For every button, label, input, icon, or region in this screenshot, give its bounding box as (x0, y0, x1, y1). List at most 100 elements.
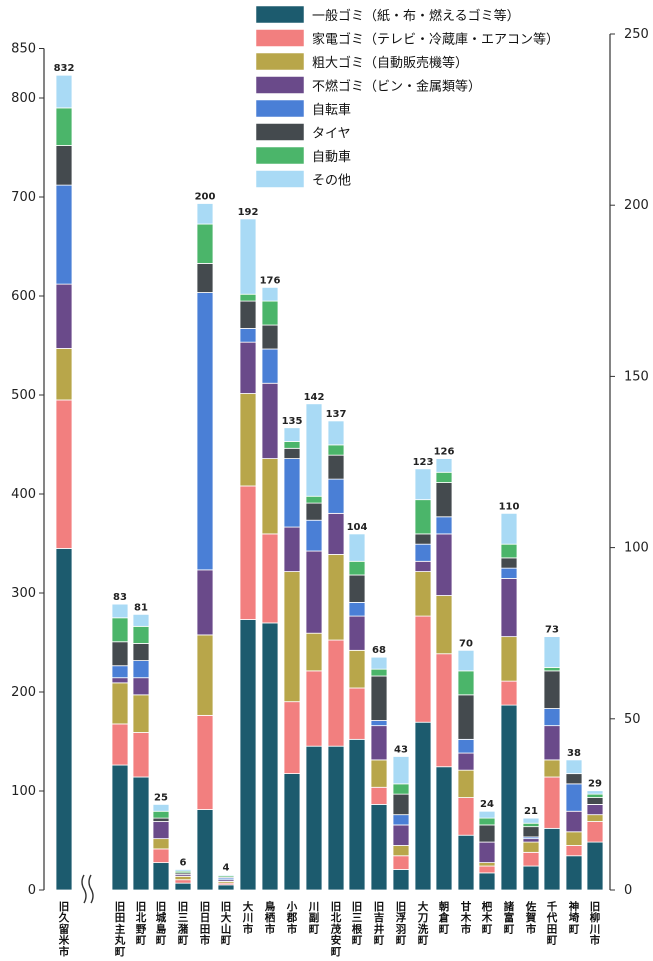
bar-segment (392, 824, 410, 846)
category-char: 町 (309, 923, 320, 935)
category-label: 大刀洗町 (418, 900, 429, 947)
category-label: 甘木市 (460, 900, 472, 935)
bar-segment (111, 677, 129, 684)
bar-segment (457, 694, 475, 740)
bar-segment (196, 292, 214, 571)
category-label: 千代田町 (546, 900, 558, 947)
category-char: 旧 (200, 901, 211, 913)
bar-segment (196, 809, 214, 891)
bar-segment (261, 324, 279, 350)
bar-segment (327, 745, 345, 891)
category-label: 諸富町 (504, 900, 515, 935)
bar-segment (370, 759, 388, 788)
category-char: 副 (309, 911, 320, 924)
bar-segment (283, 773, 301, 891)
bar-segment (435, 458, 453, 473)
bar-segment (132, 660, 150, 679)
bar-segment (261, 533, 279, 624)
bar-segment (152, 862, 170, 891)
bar-segment (327, 512, 345, 555)
category-label: 佐賀市 (525, 900, 537, 935)
bar-segment (239, 341, 257, 394)
bar-segment (261, 382, 279, 459)
bar-total-label: 68 (372, 645, 386, 656)
category-char: 三 (352, 912, 363, 924)
bar-segment (261, 286, 279, 302)
bar-segment (305, 403, 323, 497)
category-char: 小 (286, 900, 298, 913)
category-char: 茂 (330, 922, 342, 935)
category-char: 刀 (418, 912, 429, 924)
bar-segment (305, 670, 323, 747)
legend-swatch (255, 170, 305, 188)
category-char: 市 (590, 934, 601, 947)
bar-segment (217, 874, 235, 877)
bar-total-label: 25 (154, 792, 168, 803)
bar-segment (152, 810, 170, 819)
bar-segment (370, 786, 388, 805)
category-char: 潴 (178, 922, 189, 935)
bar-segment (217, 884, 235, 891)
legend-swatch (255, 123, 305, 141)
legend-swatch (255, 29, 305, 47)
bar-segment (305, 550, 323, 634)
bar-segment (55, 283, 73, 349)
category-char: 町 (482, 923, 493, 935)
category-char: 旧 (178, 901, 189, 913)
bar-segment (239, 485, 257, 620)
category-char: 町 (352, 935, 363, 947)
bar-segment (435, 595, 453, 655)
bar-segment (457, 752, 475, 771)
bar-segment (132, 776, 150, 891)
category-char: 木 (481, 911, 493, 924)
bar-segment (565, 855, 583, 891)
bar-segment (239, 328, 257, 343)
category-char: 杷 (482, 900, 493, 913)
bar-segment (327, 639, 345, 747)
bar-segment (305, 502, 323, 521)
bar-total-label: 81 (134, 602, 148, 613)
bar-segment (586, 841, 604, 891)
category-char: 島 (156, 922, 167, 935)
bar-segment (305, 745, 323, 891)
category-char: 根 (352, 922, 363, 935)
axis-break-mark (88, 874, 94, 904)
legend-label: 一般ゴミ（紙・布・燃えるゴミ等） (312, 8, 520, 24)
bar-segment (392, 783, 410, 795)
category-char: 甘 (461, 900, 472, 913)
bar-segment (132, 677, 150, 696)
bar-segment (261, 300, 279, 326)
bar-segment (586, 797, 604, 805)
category-char: 旧 (115, 901, 126, 913)
bar-segment (327, 444, 345, 456)
bar-segment (283, 701, 301, 774)
bar-segment (283, 447, 301, 459)
bar-segment (111, 603, 129, 619)
category-char: 町 (178, 935, 189, 947)
bar-segment (196, 634, 214, 716)
bar-segment (522, 826, 540, 838)
category-char: 郡 (286, 912, 298, 924)
category-label: 旧城島町 (156, 901, 167, 947)
category-char: 市 (526, 922, 537, 935)
category-char: 大 (418, 900, 429, 913)
bar-segment (478, 810, 496, 819)
bar-segment (305, 495, 323, 504)
legend-label: 家電ゴミ（テレビ・冷蔵庫・エアコン等） (312, 32, 559, 48)
bar-segment (414, 533, 432, 545)
bar-segment (586, 804, 604, 816)
bar-segment (543, 827, 561, 891)
left-tick-label: 800 (11, 91, 36, 106)
category-char: 千 (547, 900, 558, 913)
bar-segment (392, 845, 410, 857)
legend-label: 自動車 (312, 150, 351, 165)
category-char: 倉 (438, 911, 450, 924)
bar-segment (565, 783, 583, 812)
bar-segment (305, 519, 323, 552)
bar-segment (457, 834, 475, 891)
bar-segment (414, 721, 432, 891)
bar-segment (348, 738, 366, 891)
bars: 832旧久留米市83旧田主丸町81旧北野町25旧城島町6旧三潴町200旧日田市4… (54, 63, 604, 958)
legend-label: その他 (312, 174, 351, 189)
bar-segment (111, 723, 129, 766)
